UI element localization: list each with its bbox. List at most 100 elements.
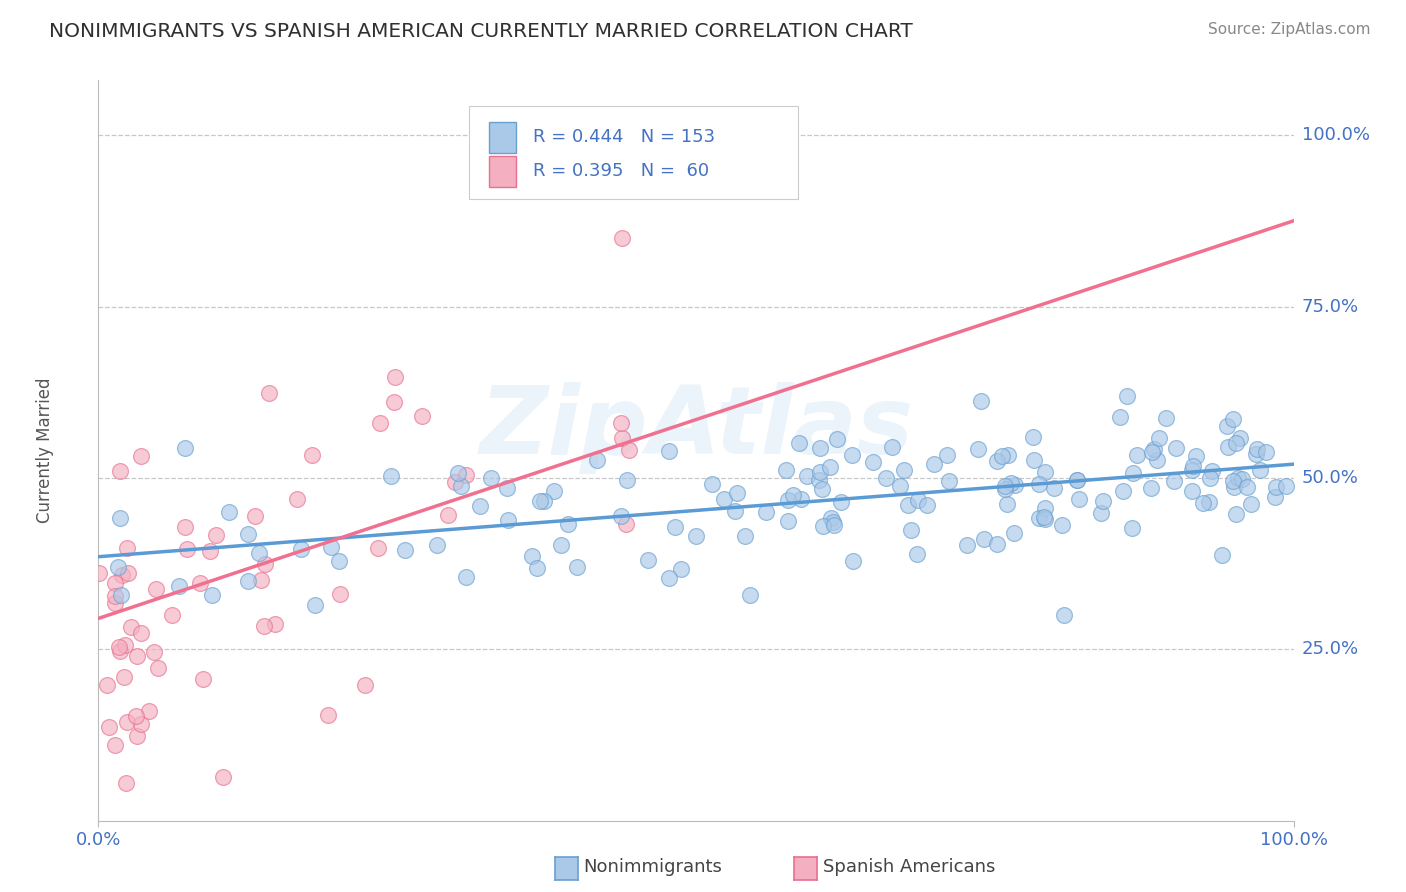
Point (247, 546, 270, 560)
Point (146, 661, 169, 675)
Point (586, 452, 609, 467)
Point (120, 620, 142, 634)
Point (818, 459, 841, 474)
Point (841, 554, 863, 568)
Point (755, 505, 778, 519)
Point (167, 579, 190, 593)
Point (994, 479, 1017, 493)
Point (1256, 444, 1278, 458)
Point (1028, 477, 1050, 491)
Point (108, 644, 131, 658)
Point (1185, 449, 1208, 463)
Point (115, 714, 138, 729)
Point (811, 482, 834, 496)
Point (1223, 480, 1246, 494)
Point (905, 547, 928, 561)
Point (900, 523, 922, 537)
Point (301, 448, 323, 462)
Point (658, 571, 681, 585)
Point (174, 520, 197, 534)
Point (1143, 442, 1166, 457)
Point (104, 738, 127, 752)
Point (321, 540, 343, 554)
Point (967, 442, 990, 456)
Point (724, 504, 747, 518)
Point (104, 595, 127, 609)
Point (1225, 507, 1247, 521)
Point (1146, 453, 1168, 467)
Point (264, 617, 287, 632)
Point (129, 449, 152, 463)
Point (450, 479, 472, 493)
Point (1090, 506, 1112, 520)
Point (841, 449, 863, 463)
Point (610, 509, 633, 524)
Point (112, 670, 135, 684)
Point (787, 436, 810, 450)
Point (685, 529, 707, 543)
Point (550, 538, 572, 552)
Point (725, 486, 748, 500)
Point (1091, 494, 1114, 508)
Point (907, 492, 929, 507)
Point (825, 432, 848, 446)
Point (1109, 409, 1132, 424)
Point (813, 518, 835, 533)
Point (1166, 441, 1188, 455)
Point (1192, 496, 1215, 510)
Point (1163, 474, 1185, 488)
Point (616, 473, 638, 487)
Point (1216, 418, 1239, 433)
Point (1122, 466, 1144, 480)
Point (1222, 474, 1244, 488)
Point (808, 473, 831, 487)
Point (882, 440, 904, 454)
Point (129, 717, 152, 731)
Point (734, 529, 756, 543)
Point (778, 493, 800, 508)
Point (454, 468, 477, 483)
Point (96, 678, 118, 692)
Point (380, 469, 402, 483)
Point (808, 465, 831, 479)
Point (117, 566, 139, 580)
Text: Currently Married: Currently Married (35, 377, 53, 524)
Point (316, 708, 339, 723)
Point (98, 720, 121, 734)
Point (565, 560, 588, 574)
Point (1115, 389, 1137, 403)
Point (997, 448, 1019, 462)
Point (782, 488, 804, 502)
Point (1033, 509, 1056, 524)
Point (1211, 549, 1233, 563)
Point (254, 557, 277, 571)
Point (893, 463, 915, 477)
Point (290, 541, 312, 556)
Point (713, 491, 735, 506)
Point (1147, 431, 1170, 445)
Text: 75.0%: 75.0% (1302, 298, 1360, 316)
Point (1225, 436, 1247, 450)
Point (1111, 483, 1133, 498)
Text: 100.0%: 100.0% (1302, 126, 1369, 145)
Point (1181, 483, 1204, 498)
Point (889, 478, 911, 492)
Point (610, 416, 633, 430)
Point (205, 528, 228, 542)
Point (917, 498, 939, 512)
Point (249, 573, 271, 587)
Point (201, 588, 224, 602)
Point (354, 678, 377, 692)
Point (1229, 431, 1251, 445)
Point (1052, 607, 1074, 622)
Point (108, 640, 131, 655)
Point (775, 463, 797, 477)
Point (188, 576, 211, 591)
Point (612, 230, 634, 244)
Point (454, 570, 477, 584)
Point (529, 493, 551, 508)
Point (87, 566, 110, 581)
Point (138, 704, 160, 718)
Point (1042, 481, 1064, 495)
Point (1240, 497, 1263, 511)
